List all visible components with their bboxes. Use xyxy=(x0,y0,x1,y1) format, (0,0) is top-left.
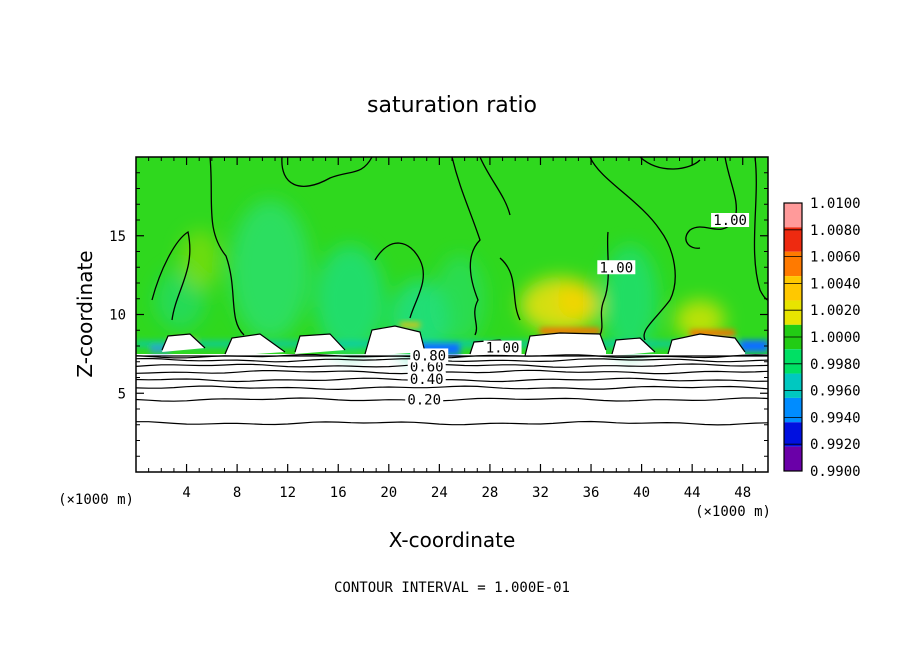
contour-line-band xyxy=(136,357,768,363)
contour-label-bg xyxy=(405,392,444,407)
field-variations xyxy=(155,200,725,360)
colorbar-label: 0.9940 xyxy=(810,410,861,426)
contour-label: 0.40 xyxy=(410,372,444,388)
colorbar-label: 1.0100 xyxy=(810,196,861,212)
y-tick-label: 10 xyxy=(109,308,126,324)
contour-line-band xyxy=(136,397,768,402)
contour-labels: 0.20 0.400.600.80 1.00 1.00 1.00 xyxy=(405,213,750,409)
colorbar-label: 0.9920 xyxy=(810,437,861,453)
x-unit-right: (×1000 m) xyxy=(695,504,771,520)
colorbar-swatch xyxy=(784,446,802,471)
colorbar-label: 1.0080 xyxy=(810,223,861,239)
contour-label-bg xyxy=(410,348,449,363)
colorbar: 1.0100 1.0080 1.0060 1.0040 1.0020 1.0000 0.99… xyxy=(783,196,861,480)
x-tick-label: 24 xyxy=(431,485,448,501)
chart-title: saturation ratio xyxy=(367,93,537,118)
x-tick-label: 4 xyxy=(182,485,190,501)
colorbar-swatch xyxy=(784,422,802,447)
horizontal-contours xyxy=(136,353,768,426)
contour-line-band xyxy=(136,353,768,359)
colorbar-swatch xyxy=(784,397,802,423)
x-unit-left: (×1000 m) xyxy=(58,492,134,508)
y-axis-ticks: 5 10 15 xyxy=(109,172,768,457)
contour-label: 0.60 xyxy=(410,359,444,375)
colorbar-label: 1.0000 xyxy=(810,330,861,346)
x-tick-label: 20 xyxy=(380,485,397,501)
contour-line-band xyxy=(136,377,768,383)
x-tick-label: 16 xyxy=(330,485,347,501)
colorbar-label: 0.9980 xyxy=(810,357,861,373)
contour-line-band xyxy=(136,420,768,426)
contour-line-band xyxy=(136,385,768,391)
colorbar-swatch xyxy=(784,300,802,325)
contour-label: 0.80 xyxy=(412,348,446,364)
colorbar-label: 1.0040 xyxy=(810,276,861,292)
colorbar-swatch xyxy=(784,203,802,228)
colorbar-swatch xyxy=(784,227,802,252)
x-tick-label: 12 xyxy=(279,485,296,501)
contour-label: 1.00 xyxy=(599,260,633,276)
contour-label-bg xyxy=(407,372,446,387)
colorbar-swatch xyxy=(784,251,802,277)
y-tick-label: 15 xyxy=(109,229,126,245)
plot-area: 0.20 0.400.600.80 1.00 1.00 1.00 xyxy=(136,157,768,472)
contour-label: 1.00 xyxy=(486,341,520,357)
upper-contours xyxy=(151,157,768,341)
contour-line-band xyxy=(136,369,768,375)
contour-line-band xyxy=(136,363,768,368)
x-tick-label: 48 xyxy=(734,485,751,501)
contour-label-bg xyxy=(407,359,446,374)
colorbar-swatch xyxy=(784,373,802,398)
clear-patches xyxy=(162,326,745,357)
x-axis-label: X-coordinate xyxy=(389,528,516,552)
colorbar-label: 1.0020 xyxy=(810,303,861,319)
contour-label-bg xyxy=(483,340,522,355)
colorbar-swatch xyxy=(784,349,802,374)
x-tick-label: 8 xyxy=(233,485,241,501)
colorbar-swatch xyxy=(784,276,802,301)
x-tick-label: 40 xyxy=(633,485,650,501)
x-axis-ticks: 4 8 12 16 20 24 28 32 36 40 44 48 xyxy=(148,157,756,501)
x-tick-label: 44 xyxy=(684,485,701,501)
contour-interval-note: CONTOUR INTERVAL = 1.000E-01 xyxy=(334,580,570,596)
colorbar-label: 0.9960 xyxy=(810,384,861,400)
contour-label: 1.00 xyxy=(713,213,747,229)
colorbar-label: 0.9900 xyxy=(810,464,861,480)
x-tick-label: 36 xyxy=(583,485,600,501)
x-tick-label: 28 xyxy=(481,485,498,501)
y-tick-label: 5 xyxy=(118,386,126,402)
contour-label-bg xyxy=(711,213,750,227)
x-tick-label: 32 xyxy=(532,485,549,501)
colorbar-label: 1.0060 xyxy=(810,250,861,266)
contour-label-bg xyxy=(597,260,636,275)
contour-label: 0.20 xyxy=(407,393,441,409)
y-axis-label: Z-coordinate xyxy=(73,250,97,377)
